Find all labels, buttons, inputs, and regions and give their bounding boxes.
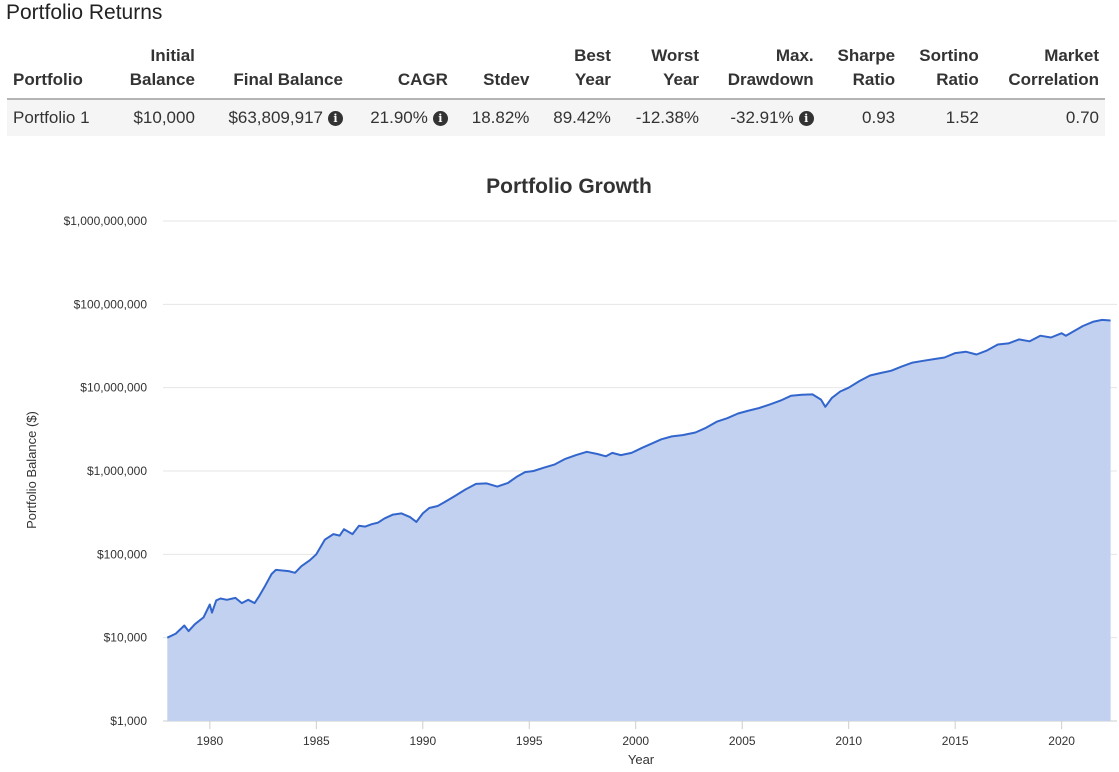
header-best-year[interactable]: Best Year	[535, 40, 617, 100]
x-tick-label: 2005	[729, 734, 756, 748]
header-cagr[interactable]: CAGR	[348, 40, 454, 100]
x-tick-label: 2020	[1048, 734, 1075, 748]
header-market-correlation[interactable]: Market Correlation	[984, 40, 1105, 100]
portfolio-growth-chart: Portfolio Growth $1,000 $10,000 $100,000 $1…	[0, 160, 1119, 772]
plot-area	[166, 318, 1111, 721]
chart-title: Portfolio Growth	[486, 175, 652, 198]
series-area-fill	[167, 319, 1111, 721]
section-title: Portfolio Returns	[6, 1, 163, 24]
header-worst-year[interactable]: Worst Year	[616, 40, 706, 100]
cagr-value: 21.90%	[370, 108, 428, 127]
header-sortino-ratio[interactable]: Sortino Ratio	[901, 40, 985, 100]
cell-market-correlation: 0.70	[984, 99, 1105, 136]
y-tick-label: $1,000,000,000	[64, 214, 148, 228]
y-tick-label: $100,000,000	[74, 297, 148, 311]
table-header-row: Portfolio Initial Balance Final Balance C…	[7, 40, 1105, 100]
header-final-balance[interactable]: Final Balance	[200, 40, 349, 100]
y-tick-label: $10,000	[104, 631, 148, 645]
cell-sharpe-ratio: 0.93	[819, 99, 902, 136]
cell-final-balance: $63,809,917 i	[200, 99, 349, 136]
y-axis-ticks: $1,000 $10,000 $100,000 $1,000,000 $10,000,0…	[64, 214, 148, 728]
x-tick-label: 1995	[516, 734, 543, 748]
header-stdev[interactable]: Stdev	[453, 40, 536, 100]
y-axis-title: Portfolio Balance ($)	[24, 411, 39, 529]
series-line[interactable]	[166, 318, 1111, 639]
cell-portfolio: Portfolio 1	[7, 99, 111, 136]
x-tick-label: 2010	[835, 734, 862, 748]
cell-best-year: 89.42%	[535, 99, 617, 136]
portfolio-returns-table: Portfolio Initial Balance Final Balance C…	[7, 40, 1105, 136]
chart-svg: Portfolio Growth $1,000$10,000$100,000$1…	[24, 175, 1117, 767]
x-tick-label: 1985	[303, 734, 330, 748]
info-icon[interactable]: i	[798, 111, 814, 126]
table-row: Portfolio 1 $10,000 $63,809,917 i 21.90% i…	[7, 99, 1105, 136]
cell-sortino-ratio: 1.52	[901, 99, 985, 136]
header-sharpe-ratio[interactable]: Sharpe Ratio	[819, 40, 902, 100]
header-portfolio[interactable]: Portfolio	[7, 40, 111, 100]
y-tick-label: $1,000	[110, 714, 147, 728]
cell-initial-balance: $10,000	[110, 99, 201, 136]
x-tick-label: 1990	[409, 734, 436, 748]
cell-cagr: 21.90% i	[348, 99, 454, 136]
x-tick-label: 1980	[196, 734, 223, 748]
final-balance-value: $63,809,917	[228, 108, 323, 127]
x-tick-label: 2015	[942, 734, 969, 748]
cell-worst-year: -12.38%	[616, 99, 706, 136]
max-drawdown-value: -32.91%	[730, 108, 794, 127]
y-tick-label: $100,000	[97, 547, 147, 561]
x-axis-title: Year	[628, 752, 655, 767]
x-tick-label: 2000	[622, 734, 649, 748]
x-axis-ticks: 1980 1985 1990 1995 2000 2005 2010 2015 2020	[196, 721, 1075, 748]
info-icon[interactable]: i	[432, 111, 448, 126]
header-max-drawdown[interactable]: Max. Drawdown	[705, 40, 820, 100]
y-tick-label: $10,000,000	[80, 381, 147, 395]
y-tick-label: $1,000,000	[87, 464, 147, 478]
header-initial-balance[interactable]: Initial Balance	[110, 40, 201, 100]
cell-max-drawdown: -32.91% i	[705, 99, 820, 136]
info-icon[interactable]: i	[327, 111, 343, 126]
cell-stdev: 18.82%	[453, 99, 536, 136]
